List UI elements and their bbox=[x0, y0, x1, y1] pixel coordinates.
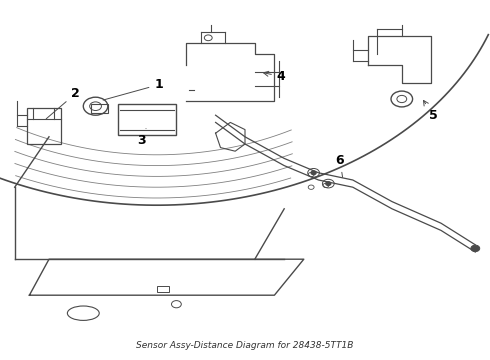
Circle shape bbox=[311, 171, 316, 175]
Text: 1: 1 bbox=[103, 78, 163, 100]
Text: 3: 3 bbox=[137, 129, 146, 147]
Circle shape bbox=[326, 182, 331, 185]
Circle shape bbox=[471, 245, 480, 252]
Text: 4: 4 bbox=[264, 70, 286, 83]
Text: 5: 5 bbox=[423, 100, 438, 122]
Text: Sensor Assy-Distance Diagram for 28438-5TT1B: Sensor Assy-Distance Diagram for 28438-5… bbox=[136, 341, 354, 350]
Text: 2: 2 bbox=[46, 87, 80, 119]
Text: 6: 6 bbox=[336, 154, 344, 177]
Bar bbox=[157, 286, 169, 292]
